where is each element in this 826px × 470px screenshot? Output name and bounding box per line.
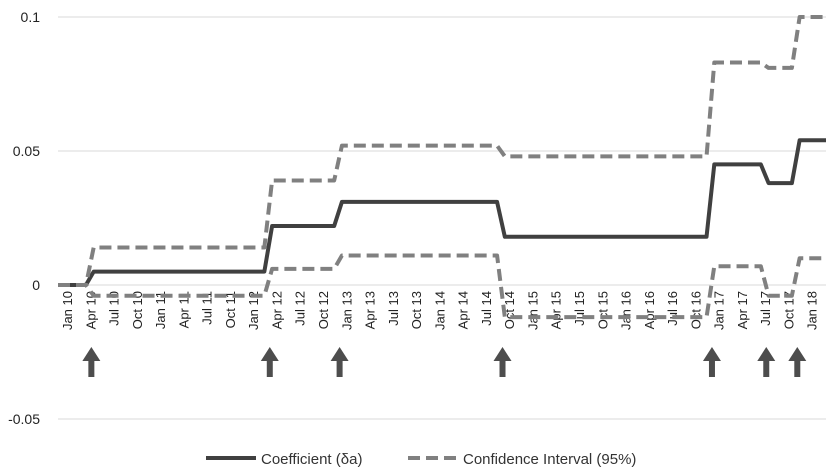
x-tick-label: Oct 15 xyxy=(595,291,610,329)
x-tick-label: Jul 16 xyxy=(665,291,680,326)
legend-label-coefficient: Coefficient (δa) xyxy=(261,451,362,468)
x-tick-label: Jan 12 xyxy=(246,291,261,330)
y-tick-label: 0.05 xyxy=(13,143,40,159)
series-lines xyxy=(58,15,826,320)
x-tick-label: Apr 13 xyxy=(363,291,378,329)
x-tick-label: Oct 11 xyxy=(223,291,238,328)
x-tick-label: Jul 13 xyxy=(386,291,401,326)
x-tick-label: Apr 11 xyxy=(176,291,191,328)
break-arrow-icon xyxy=(330,347,349,377)
x-tick-label: Jan 15 xyxy=(525,291,540,330)
break-arrow-icon xyxy=(757,347,776,377)
break-arrow-icon xyxy=(788,347,807,377)
ci-upper-line xyxy=(58,15,826,287)
x-tick-label: Apr 16 xyxy=(642,291,657,329)
x-tick-label: Jan 17 xyxy=(712,291,727,330)
gridlines xyxy=(58,16,826,420)
x-tick-label: Jan 14 xyxy=(432,291,447,330)
x-tick-label: Apr 12 xyxy=(269,291,284,329)
legend-label-confidence-interval: Confidence Interval (95%) xyxy=(463,451,636,468)
break-arrow-icon xyxy=(260,347,279,377)
break-arrow-icon xyxy=(82,347,101,377)
x-tick-label: Apr 17 xyxy=(735,291,750,329)
x-tick-label: Jul 11 xyxy=(200,291,215,325)
x-tick-label: Oct 14 xyxy=(502,291,517,329)
y-axis-ticks: -0.05 0 0.05 0.1 xyxy=(8,9,40,427)
x-tick-label: Jul 14 xyxy=(479,291,494,326)
x-tick-label: Jan 10 xyxy=(60,291,75,330)
y-tick-label: -0.05 xyxy=(8,411,40,427)
y-tick-label: 0 xyxy=(32,277,40,293)
x-tick-label: Jul 17 xyxy=(758,291,773,326)
x-axis-ticks: Jan 10 Apr 10 Jul 10 Oct 10 Jan 11 Apr 11 Jul … xyxy=(60,291,820,330)
break-markers xyxy=(82,347,807,377)
x-tick-label: Jul 10 xyxy=(107,291,122,326)
y-tick-label: 0.1 xyxy=(21,9,41,25)
x-tick-label: Oct 12 xyxy=(316,291,331,329)
x-tick-label: Apr 14 xyxy=(456,291,471,329)
x-tick-label: Jan 11 xyxy=(153,291,168,329)
x-tick-label: Jan 16 xyxy=(619,291,634,330)
legend: Coefficient (δa) Confidence Interval (95… xyxy=(206,451,636,468)
x-tick-label: Jan 13 xyxy=(339,291,354,330)
x-tick-label: Apr 15 xyxy=(549,291,564,329)
break-arrow-icon xyxy=(702,347,721,377)
x-tick-label: Jan 18 xyxy=(805,291,820,330)
x-tick-label: Oct 17 xyxy=(781,291,796,329)
coefficient-line xyxy=(58,138,826,287)
x-tick-label: Oct 10 xyxy=(130,291,145,329)
break-arrow-icon xyxy=(493,347,512,377)
x-tick-label: Jul 15 xyxy=(572,291,587,326)
x-tick-label: Jul 12 xyxy=(293,291,308,326)
x-tick-label: Apr 10 xyxy=(83,291,98,329)
ci-lower-line xyxy=(58,253,826,320)
x-tick-label: Oct 13 xyxy=(409,291,424,329)
x-tick-label: Oct 16 xyxy=(688,291,703,329)
